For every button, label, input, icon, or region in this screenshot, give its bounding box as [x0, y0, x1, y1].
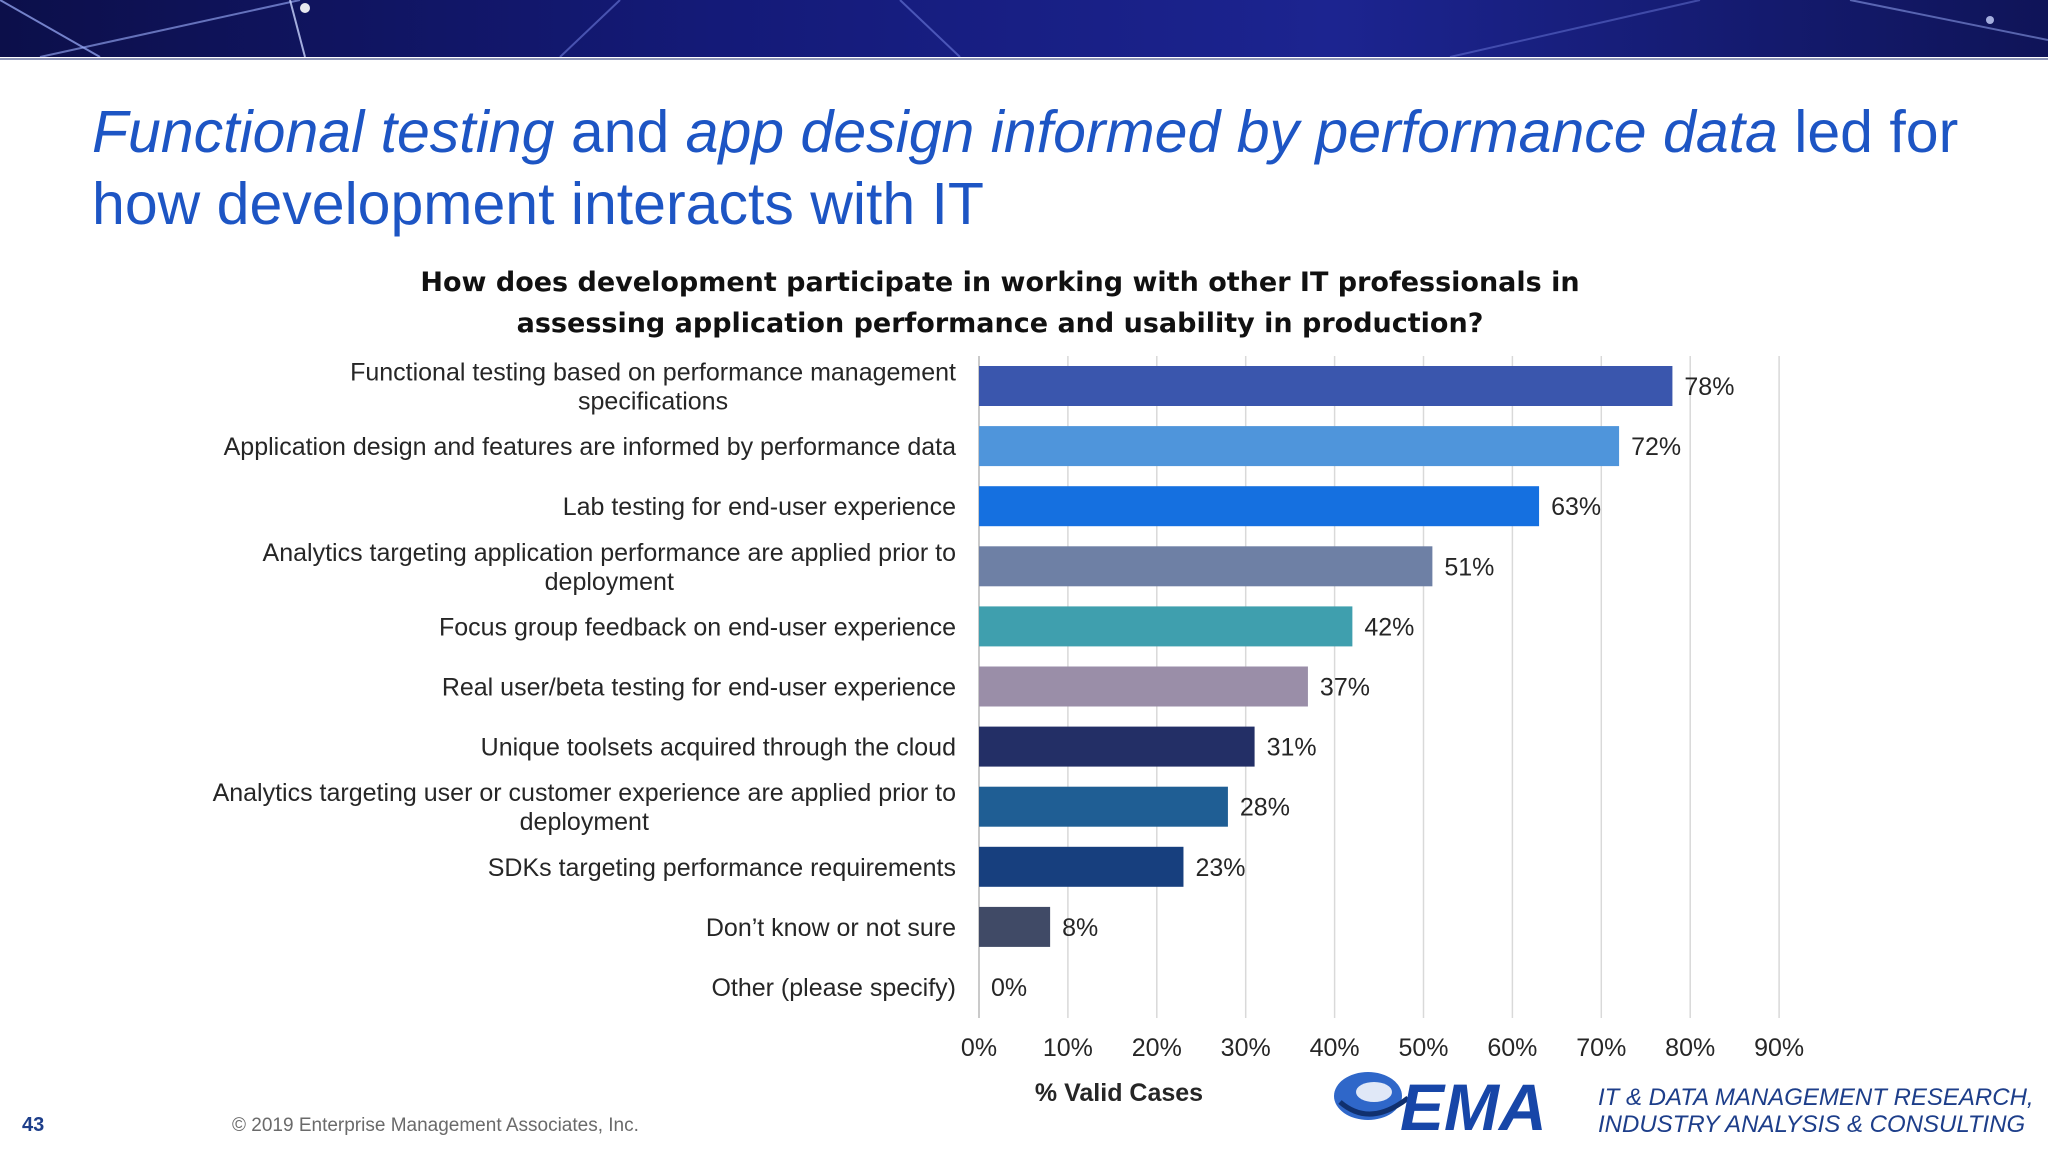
bar — [979, 726, 1255, 767]
x-tick-label: 40% — [1310, 1034, 1360, 1062]
network-lines-decoration — [0, 0, 2048, 57]
category-label: Real user/beta testing for end-user expe… — [442, 674, 956, 702]
x-tick-label: 90% — [1754, 1034, 1804, 1062]
data-label: 28% — [1240, 794, 1290, 822]
title-segment: led for how development interacts with I… — [92, 99, 1959, 237]
category-label: Focus group feedback on end-user experie… — [439, 613, 956, 641]
bar — [979, 606, 1353, 647]
data-label: 23% — [1195, 854, 1245, 882]
x-tick-label: 20% — [1132, 1034, 1182, 1062]
bar — [979, 366, 1673, 406]
tagline: IT & DATA MANAGEMENT RESEARCH, INDUSTRY … — [1598, 1084, 2034, 1138]
x-axis-title: % Valid Cases — [1035, 1079, 1203, 1107]
bar — [979, 906, 1051, 947]
x-tick-label: 80% — [1665, 1034, 1715, 1062]
bar — [979, 546, 1433, 587]
category-label: Application design and features are info… — [224, 433, 956, 461]
data-label: 72% — [1631, 433, 1681, 461]
category-label: Functional testing based on performance … — [350, 359, 956, 387]
logo-wordmark: EMA — [1400, 1070, 1547, 1138]
bar — [979, 486, 1540, 527]
category-label: deployment — [545, 568, 674, 596]
category-label: SDKs targeting performance requirements — [488, 854, 956, 882]
bar — [979, 666, 1308, 707]
tagline-line: IT & DATA MANAGEMENT RESEARCH, — [1598, 1084, 2034, 1111]
x-tick-label: 60% — [1487, 1034, 1537, 1062]
bar — [979, 846, 1184, 887]
category-label: Analytics targeting application performa… — [263, 539, 956, 567]
slide-title: Functional testing and app design inform… — [92, 96, 2012, 240]
data-label: 0% — [991, 974, 1027, 1002]
data-label: 78% — [1684, 373, 1734, 401]
page-number: 43 — [22, 1114, 45, 1136]
category-label: Don’t know or not sure — [706, 914, 956, 942]
category-label: specifications — [578, 388, 728, 416]
tagline-line: INDUSTRY ANALYSIS & CONSULTING — [1598, 1111, 2026, 1138]
category-label: Lab testing for end-user experience — [563, 493, 956, 521]
category-label: Other (please specify) — [711, 974, 956, 1002]
header-banner — [0, 0, 2048, 57]
data-label: 31% — [1267, 734, 1317, 762]
category-label: Unique toolsets acquired through the clo… — [481, 734, 956, 762]
title-segment: app design informed by performance data — [685, 99, 1778, 165]
title-segment: Functional testing — [92, 99, 555, 165]
chart-title: How does development participate in work… — [420, 267, 1580, 339]
x-tick-label: 50% — [1398, 1034, 1448, 1062]
x-tick-label: 30% — [1221, 1034, 1271, 1062]
bar — [979, 426, 1620, 467]
x-tick-label: 10% — [1043, 1034, 1093, 1062]
x-tick-label: 0% — [961, 1034, 997, 1062]
category-label: Analytics targeting user or customer exp… — [213, 779, 956, 807]
header-divider — [0, 58, 2048, 60]
data-label: 63% — [1551, 493, 1601, 521]
bar — [979, 786, 1228, 827]
data-label: 51% — [1444, 553, 1494, 581]
x-tick-label: 70% — [1576, 1034, 1626, 1062]
data-label: 8% — [1062, 914, 1098, 942]
title-segment: and — [554, 99, 686, 165]
ema-logo: EMA — [1330, 1058, 1570, 1144]
copyright-notice: © 2019 Enterprise Management Associates,… — [232, 1115, 639, 1136]
data-label: 37% — [1320, 674, 1370, 702]
category-label: deployment — [520, 808, 649, 836]
data-label: 42% — [1364, 613, 1414, 641]
